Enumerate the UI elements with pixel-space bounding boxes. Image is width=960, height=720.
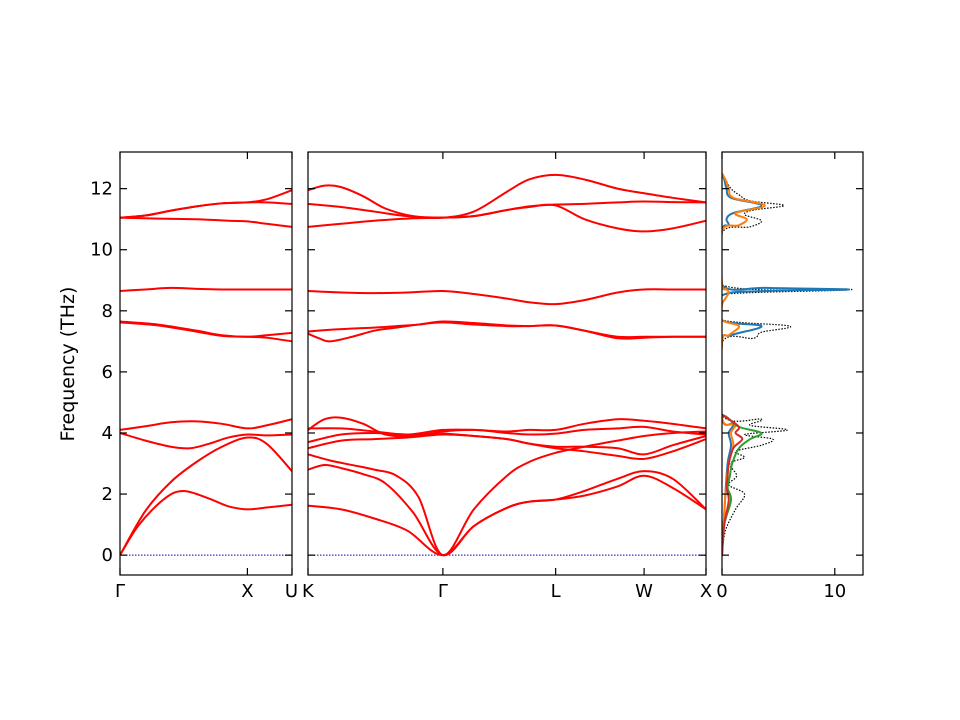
x-tick-label: 0 (716, 581, 727, 602)
band-gamma-x-u-panel: Γ X U 0 2 4 6 8 10 12 (90, 151, 298, 602)
phonon-band-10 (120, 189, 292, 219)
dos-c1 (722, 173, 850, 556)
x-tick-label: W (635, 581, 653, 602)
x-tick-label: L (551, 581, 561, 602)
x-tick-label: Γ (115, 581, 125, 602)
y-tick-label: 10 (90, 240, 113, 261)
phonon-band-9 (308, 320, 706, 339)
phonon-band-8 (120, 216, 292, 228)
phonon-band-2 (120, 436, 292, 556)
x-tick-label: 10 (823, 581, 846, 602)
phonon-band-1 (120, 490, 292, 556)
phonon-band-7 (308, 418, 706, 436)
phonon-band-3 (120, 432, 292, 450)
phonon-band-2 (308, 464, 706, 557)
dos-c4 (722, 413, 744, 556)
phonon-band-1 (308, 474, 706, 557)
x-tick-label: X (700, 581, 712, 602)
phonon-band-11 (308, 203, 706, 233)
y-tick-label: 6 (102, 362, 113, 383)
x-tick-label: X (241, 581, 253, 602)
axes-frame (119, 151, 293, 576)
dos-c2 (722, 172, 766, 556)
y-tick-label: 12 (90, 179, 113, 200)
band-gamma-x-u-plot-area (120, 189, 292, 556)
y-axis-label: Frequency (THz) (57, 287, 79, 442)
y-tick-label: 8 (102, 301, 113, 322)
y-tick-label: 4 (102, 423, 113, 444)
phonon-band-8 (308, 321, 706, 343)
x-tick-label: K (302, 581, 315, 602)
axes-frame (307, 151, 707, 576)
phonon-band-4 (120, 418, 292, 431)
dos-total (722, 173, 853, 556)
x-tick-label: U (285, 581, 298, 602)
phonon-band-10 (308, 288, 706, 306)
phonon-band-13 (308, 173, 706, 219)
band-k-gamma-l-w-x-plot-area (308, 173, 706, 557)
phonon-band-3 (308, 430, 706, 557)
y-tick-label: 0 (102, 545, 113, 566)
phonon-band-6 (120, 320, 292, 338)
phonon-band-12 (308, 200, 706, 219)
x-tick-label: Γ (438, 581, 448, 602)
axes-frame (721, 151, 864, 576)
dos-c3 (722, 413, 763, 556)
y-tick-label: 2 (102, 484, 113, 505)
phonon-band-7 (120, 286, 292, 292)
dos-panel: 0 10 (716, 151, 864, 602)
dos-plot-area (722, 172, 853, 556)
phonon-band-5 (308, 431, 706, 456)
